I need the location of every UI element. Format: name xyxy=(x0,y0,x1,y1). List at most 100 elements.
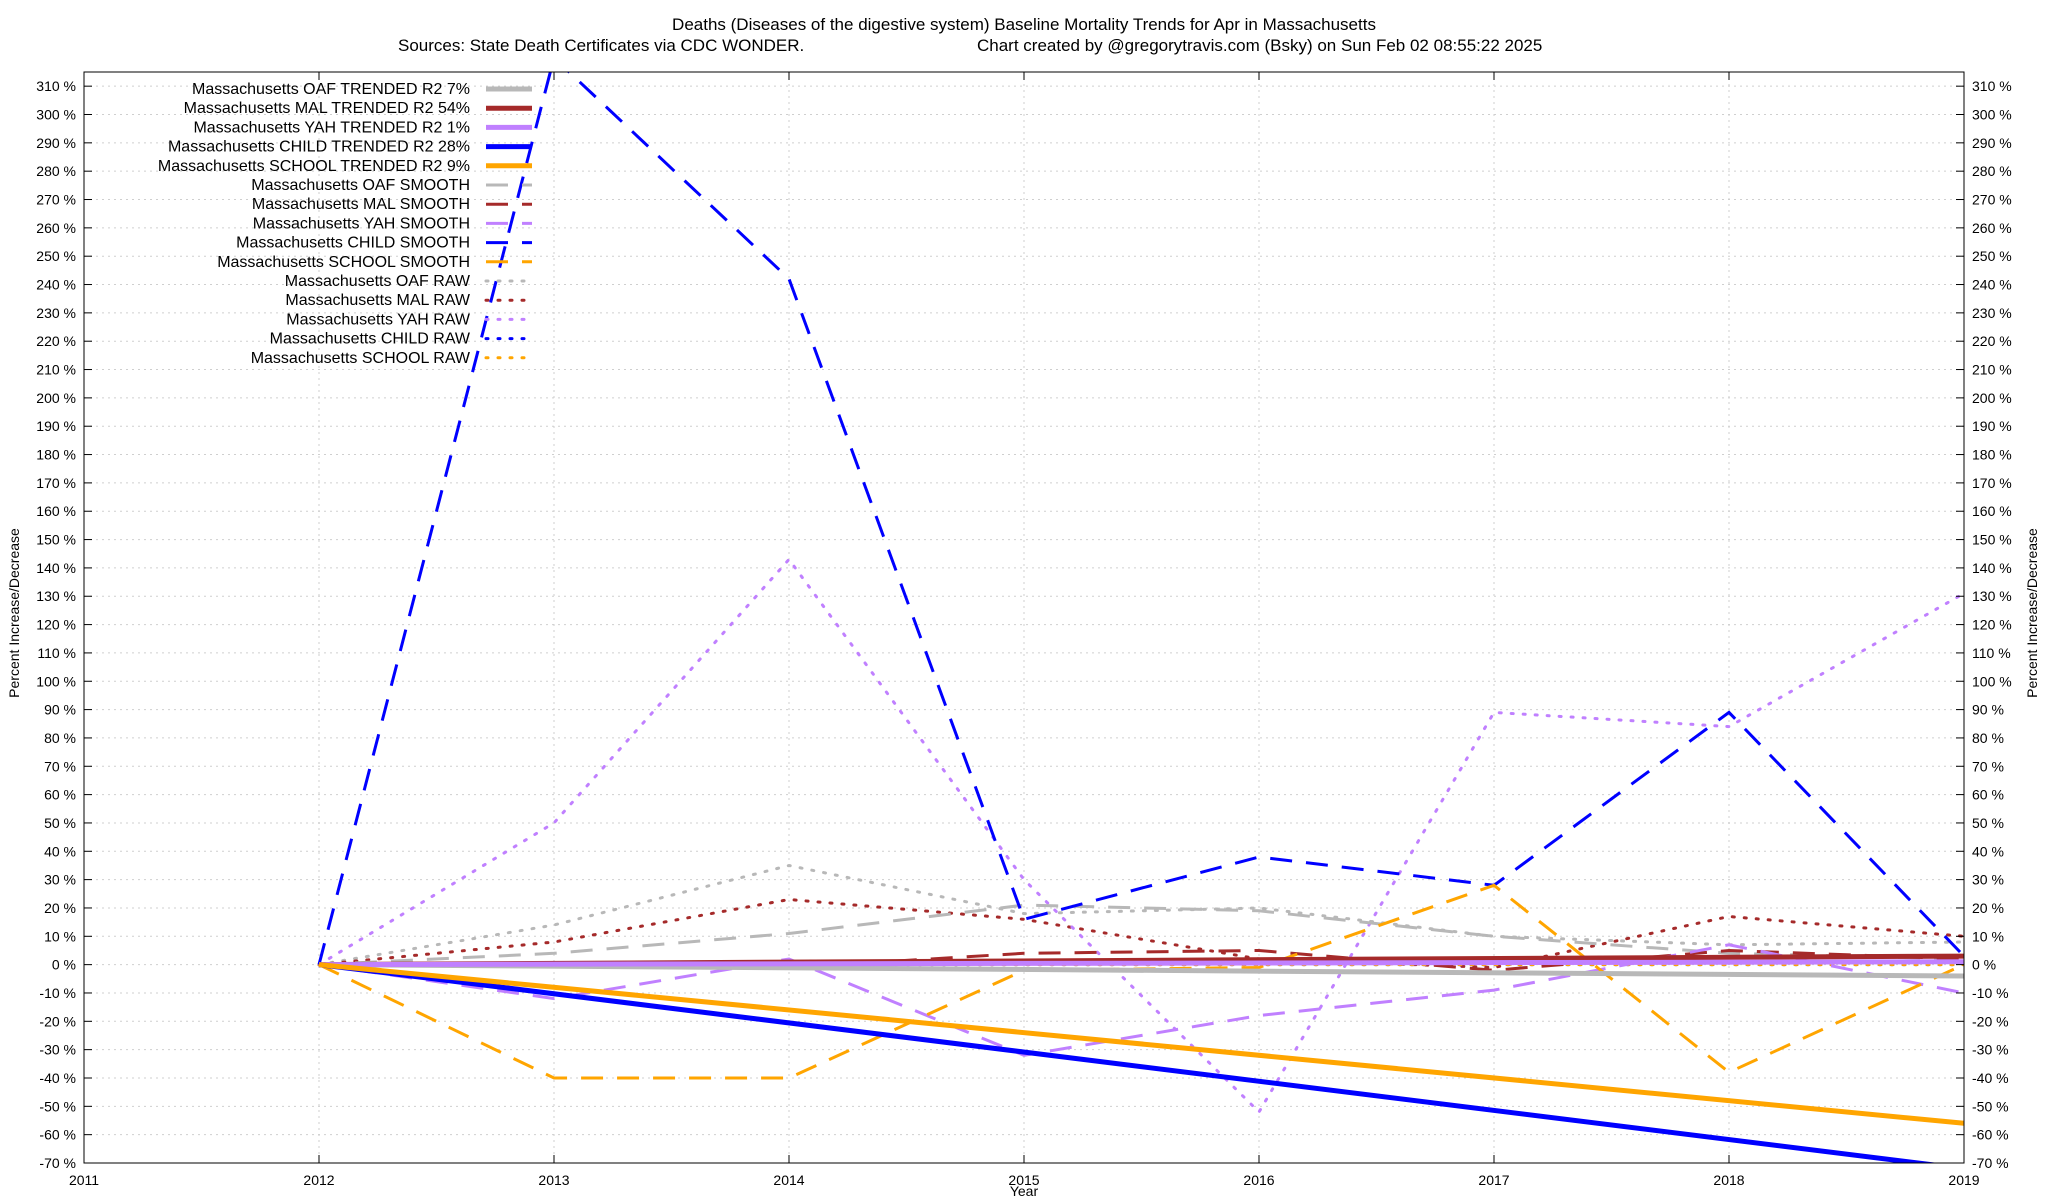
y-tick-label: 170 % xyxy=(36,475,76,491)
y-tick-label-right: 290 % xyxy=(1972,135,2012,151)
x-tick-label: 2012 xyxy=(303,1172,334,1188)
series-line-child-trended-r2-28 xyxy=(318,962,1939,1163)
y-tick-label: 120 % xyxy=(36,617,76,633)
y-tick-label-right: 300 % xyxy=(1972,107,2012,123)
y-tick-label-right: 40 % xyxy=(1972,843,2004,859)
y-tick-label-right: 130 % xyxy=(1972,588,2012,604)
y-tick-label-right: 120 % xyxy=(1972,617,2012,633)
series-line-yah-smooth xyxy=(318,943,1964,1057)
x-tick-label: 2018 xyxy=(1713,1172,1744,1188)
y-tick-label: 90 % xyxy=(44,702,76,718)
chart-subtitle-sources: Sources: State Death Certificates via CD… xyxy=(398,36,804,55)
y-tick-label: 250 % xyxy=(36,248,76,264)
y-tick-label: 130 % xyxy=(36,588,76,604)
x-tick-label: 2011 xyxy=(69,1172,99,1188)
legend-entry-label: Massachusetts CHILD TRENDED R2 28% xyxy=(168,139,470,156)
y-tick-label: -50 % xyxy=(39,1098,76,1114)
y-tick-label-right: 80 % xyxy=(1972,730,2004,746)
y-tick-label-right: 50 % xyxy=(1972,815,2004,831)
legend-entry-label: Massachusetts MAL SMOOTH xyxy=(252,196,470,213)
y-tick-label-right: 180 % xyxy=(1972,447,2012,463)
y-tick-label: -70 % xyxy=(39,1155,76,1171)
y-tick-label-right: 160 % xyxy=(1972,503,2012,519)
y-tick-label-right: 270 % xyxy=(1972,192,2012,208)
y-tick-label: 100 % xyxy=(36,673,76,689)
x-tick-label: 2019 xyxy=(1948,1172,1979,1188)
y-tick-label-right: -30 % xyxy=(1972,1042,2009,1058)
grid-layer xyxy=(83,72,1965,1164)
y-tick-label: 70 % xyxy=(44,758,76,774)
y-tick-label: 140 % xyxy=(36,560,76,576)
x-tick-label: 2015 xyxy=(1008,1172,1039,1188)
y-tick-label-right: 150 % xyxy=(1972,532,2012,548)
y-tick-label-right: 100 % xyxy=(1972,673,2012,689)
y-tick-label-right: 20 % xyxy=(1972,900,2004,916)
series-group xyxy=(317,72,1964,1163)
y-tick-label-right: 30 % xyxy=(1972,872,2004,888)
legend-entry-label: Massachusetts SCHOOL TRENDED R2 9% xyxy=(158,158,470,175)
y-tick-label: -60 % xyxy=(39,1127,76,1143)
y-tick-label: -30 % xyxy=(39,1042,76,1058)
tick-layer: -70 % -70 % -60 % -60 % -50 % -50 % -40 % -40 %… xyxy=(36,72,2012,1188)
y-tick-label-right: 280 % xyxy=(1972,163,2012,179)
y-tick-label: 230 % xyxy=(36,305,76,321)
y-tick-label-right: 0 % xyxy=(1972,957,1996,973)
y-tick-label: 150 % xyxy=(36,532,76,548)
y-tick-label-right: 110 % xyxy=(1972,645,2011,661)
y-tick-label: 10 % xyxy=(44,928,76,944)
chart-subtitle-credit: Chart created by @gregorytravis.com (Bsk… xyxy=(977,36,1542,55)
y-axis-label-right: Percent Increase/Decrease xyxy=(2024,528,2040,698)
y-tick-label-right: 190 % xyxy=(1972,418,2012,434)
y-tick-label-right: 220 % xyxy=(1972,333,2012,349)
series-line-yah-raw xyxy=(317,557,1964,1115)
chart-title: Deaths (Diseases of the digestive system… xyxy=(672,15,1376,34)
y-tick-label-right: 260 % xyxy=(1972,220,2012,236)
y-tick-label: 200 % xyxy=(36,390,76,406)
y-tick-label: 50 % xyxy=(44,815,76,831)
series-line-oaf-raw xyxy=(317,863,1964,967)
series-line-mal-raw xyxy=(317,897,1964,970)
legend: Massachusetts OAF TRENDED R2 7% Massachus… xyxy=(158,81,534,367)
legend-entry-label: Massachusetts SCHOOL RAW xyxy=(251,350,471,367)
y-tick-label: -10 % xyxy=(39,985,76,1001)
y-tick-label: 180 % xyxy=(36,447,76,463)
y-tick-label-right: -40 % xyxy=(1972,1070,2009,1086)
legend-entry-label: Massachusetts MAL RAW xyxy=(285,292,471,309)
y-tick-label: 300 % xyxy=(36,107,76,123)
y-tick-label: 20 % xyxy=(44,900,76,916)
y-tick-label-right: -20 % xyxy=(1972,1013,2009,1029)
y-tick-label: 30 % xyxy=(44,872,76,888)
y-tick-label-right: 210 % xyxy=(1972,362,2012,378)
legend-entry-label: Massachusetts OAF SMOOTH xyxy=(251,177,470,194)
y-tick-label: -20 % xyxy=(39,1013,76,1029)
y-tick-label: -40 % xyxy=(39,1070,76,1086)
legend-entry-label: Massachusetts CHILD RAW xyxy=(270,331,471,348)
y-tick-label-right: 140 % xyxy=(1972,560,2012,576)
y-tick-label: 0 % xyxy=(52,957,76,973)
legend-entry-label: Massachusetts YAH TRENDED R2 1% xyxy=(193,119,470,136)
legend-entry-label: Massachusetts CHILD SMOOTH xyxy=(236,235,470,252)
y-tick-label-right: 230 % xyxy=(1972,305,2012,321)
y-tick-label-right: -50 % xyxy=(1972,1098,2009,1114)
legend-entry-label: Massachusetts OAF RAW xyxy=(285,273,471,290)
x-tick-label: 2014 xyxy=(773,1172,804,1188)
y-tick-label: 110 % xyxy=(37,645,76,661)
x-tick-label: 2017 xyxy=(1478,1172,1509,1188)
y-tick-label: 240 % xyxy=(36,277,76,293)
y-tick-label: 190 % xyxy=(36,418,76,434)
series-line-yah-trended-r2-1 xyxy=(318,959,1964,968)
y-tick-label-right: 170 % xyxy=(1972,475,2012,491)
y-tick-label: 210 % xyxy=(36,362,76,378)
y-tick-label-right: 90 % xyxy=(1972,702,2004,718)
y-tick-label-right: -70 % xyxy=(1972,1155,2009,1171)
y-axis-label: Percent Increase/Decrease xyxy=(6,528,22,698)
y-tick-label-right: 60 % xyxy=(1972,787,2004,803)
y-tick-label: 310 % xyxy=(36,78,76,94)
y-tick-label: 160 % xyxy=(36,503,76,519)
y-tick-label: 220 % xyxy=(36,333,76,349)
y-tick-label-right: 200 % xyxy=(1972,390,2012,406)
y-tick-label: 60 % xyxy=(44,787,76,803)
series-line-oaf-smooth xyxy=(318,903,1964,967)
y-tick-label-right: 70 % xyxy=(1972,758,2004,774)
